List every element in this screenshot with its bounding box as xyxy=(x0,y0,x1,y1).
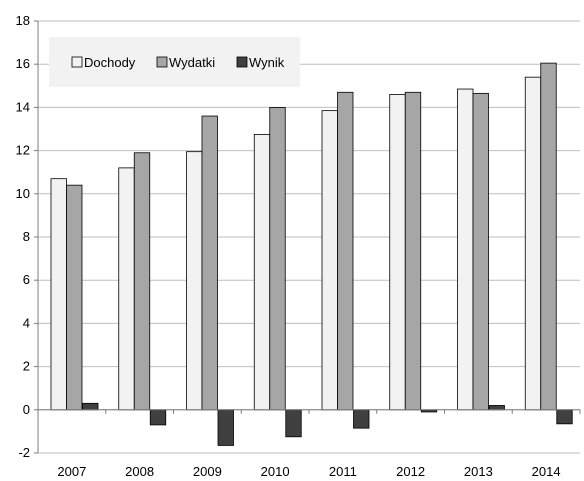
legend-swatch-dochody xyxy=(71,56,83,68)
bar-wydatki-2007 xyxy=(66,184,83,411)
bar-dochody-2008 xyxy=(118,167,135,411)
bars xyxy=(50,62,573,446)
legend-box xyxy=(49,37,300,87)
y-tick-label: 0 xyxy=(23,402,30,417)
x-tick-label: 2011 xyxy=(329,464,357,479)
legend-swatch-wydatki xyxy=(156,56,168,68)
bar-wydatki-2010 xyxy=(269,107,286,411)
bar-wynik-2009 xyxy=(217,409,234,446)
bar-wydatki-2009 xyxy=(201,115,218,411)
bar-dochody-2010 xyxy=(253,133,271,411)
x-tick-label: 2013 xyxy=(464,464,493,479)
legend: Dochody Wydatki Wynik xyxy=(49,37,300,87)
bar-dochody-2012 xyxy=(389,94,406,411)
bar-dochody-2014 xyxy=(524,76,542,411)
y-tick-labels: 18 16 14 12 10 8 6 4 2 0 -2 xyxy=(16,13,30,460)
x-tick-labels: 2007 2008 2009 2010 2011 2012 2013 2014 xyxy=(57,464,560,479)
x-tick-label: 2007 xyxy=(57,464,86,479)
y-tick-label: 16 xyxy=(16,56,30,71)
legend-swatch-wynik xyxy=(236,56,248,68)
y-tick-label: 6 xyxy=(23,272,30,287)
x-tick-label: 2014 xyxy=(532,464,561,479)
bar-dochody-2013 xyxy=(457,88,474,411)
y-tick-label: 2 xyxy=(23,359,30,374)
bar-wydatki-2014 xyxy=(540,62,557,411)
y-tick-label: 14 xyxy=(16,99,30,114)
axes xyxy=(34,20,581,454)
y-tick-label: -2 xyxy=(18,445,30,460)
x-tick-label: 2012 xyxy=(396,464,425,479)
y-tick-label: 18 xyxy=(16,13,30,28)
bar-dochody-2009 xyxy=(186,151,203,411)
bar-wydatki-2008 xyxy=(133,152,151,411)
bar-wydatki-2013 xyxy=(472,92,489,411)
x-tick-label: 2010 xyxy=(261,464,290,479)
y-tick-label: 12 xyxy=(16,143,30,158)
y-tick-label: 4 xyxy=(23,315,30,330)
x-tick-label: 2008 xyxy=(125,464,154,479)
bar-wynik-2008 xyxy=(149,409,167,426)
legend-label-wydatki: Wydatki xyxy=(169,55,215,70)
bar-wynik-2014 xyxy=(556,409,573,425)
x-tick-label: 2009 xyxy=(193,464,222,479)
bar-wynik-2011 xyxy=(353,409,370,429)
bar-wydatki-2011 xyxy=(337,91,354,411)
bar-wynik-2013 xyxy=(488,405,505,411)
y-tick-label: 10 xyxy=(16,186,30,201)
bar-dochody-2011 xyxy=(321,110,338,411)
bar-dochody-2007 xyxy=(50,178,67,411)
legend-label-dochody: Dochody xyxy=(84,55,136,70)
bar-wynik-2007 xyxy=(82,402,99,411)
legend-label-wynik: Wynik xyxy=(249,55,285,70)
bar-wydatki-2012 xyxy=(404,91,422,411)
y-tick-label: 8 xyxy=(23,229,30,244)
bar-wynik-2010 xyxy=(285,409,302,438)
